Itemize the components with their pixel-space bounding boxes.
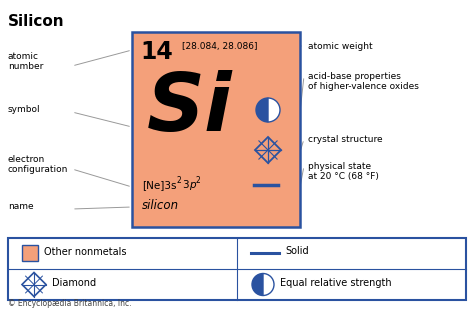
Text: acid-base properties
of higher-valence oxides: acid-base properties of higher-valence o…	[308, 72, 419, 91]
Text: [28.084, 28.086]: [28.084, 28.086]	[182, 42, 257, 51]
Text: Si: Si	[147, 70, 233, 148]
Text: p: p	[189, 180, 196, 190]
Text: name: name	[8, 202, 34, 211]
Text: 3: 3	[182, 180, 189, 190]
Text: Equal relative strength: Equal relative strength	[280, 277, 392, 288]
Text: silicon: silicon	[142, 199, 179, 212]
Wedge shape	[263, 274, 274, 295]
Text: physical state
at 20 °C (68 °F): physical state at 20 °C (68 °F)	[308, 162, 379, 181]
Text: 14: 14	[140, 40, 173, 64]
Bar	[8, 238, 466, 300]
Wedge shape	[256, 98, 268, 122]
Wedge shape	[252, 274, 263, 295]
Text: atomic
number: atomic number	[8, 52, 44, 71]
Text: electron
configuration: electron configuration	[8, 155, 68, 174]
Bar	[132, 32, 300, 227]
Text: symbol: symbol	[8, 105, 41, 114]
Text: [Ne]3s: [Ne]3s	[142, 180, 176, 190]
Bar	[22, 245, 38, 261]
Text: © Encyclopædia Britannica, Inc.: © Encyclopædia Britannica, Inc.	[8, 299, 131, 308]
Text: Silicon: Silicon	[8, 14, 64, 29]
Text: atomic weight: atomic weight	[308, 42, 373, 51]
Text: crystal structure: crystal structure	[308, 135, 383, 144]
Text: Solid: Solid	[285, 246, 309, 256]
Text: Other nonmetals: Other nonmetals	[44, 247, 127, 257]
Text: 2: 2	[196, 176, 201, 185]
Text: Diamond: Diamond	[52, 277, 96, 288]
Wedge shape	[268, 98, 280, 122]
Text: 2: 2	[177, 176, 182, 185]
